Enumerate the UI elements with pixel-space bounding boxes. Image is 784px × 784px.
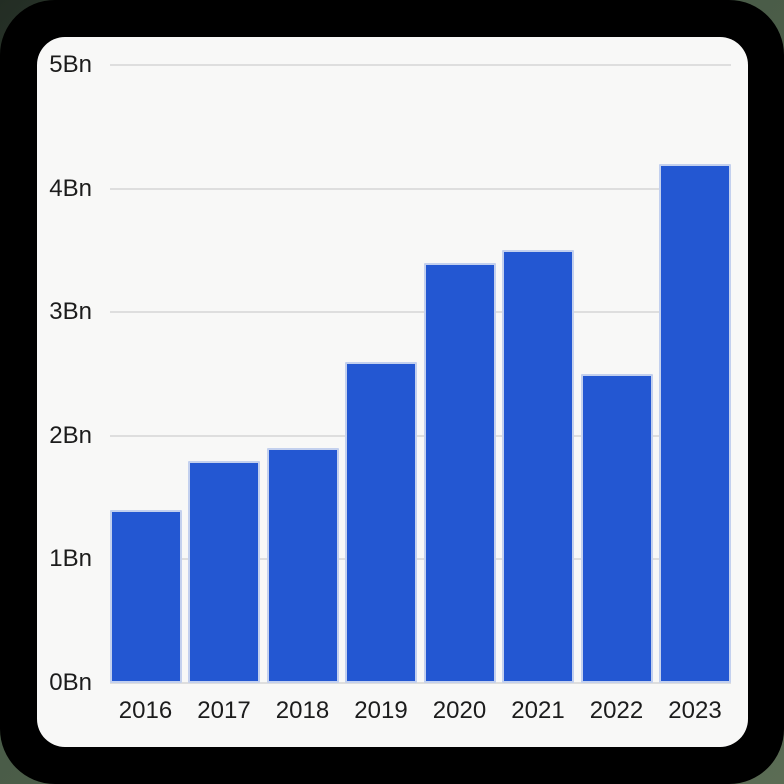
bar-2023[interactable] bbox=[659, 163, 731, 683]
gridline bbox=[110, 558, 731, 561]
chart-card: 0Bn 1Bn 2Bn 3Bn 4Bn 5Bn 2016 2017 2018 2019 2020 20… bbox=[37, 37, 748, 747]
y-axis-tick-label: 5Bn bbox=[49, 51, 92, 78]
bar-2016[interactable] bbox=[109, 509, 182, 683]
gridline bbox=[110, 311, 731, 314]
gridline bbox=[110, 187, 731, 190]
gridline bbox=[110, 64, 731, 66]
bar-2018[interactable] bbox=[266, 448, 339, 683]
x-axis-tick-label: 2020 bbox=[432, 697, 487, 724]
plot-area: 0Bn 1Bn 2Bn 3Bn 4Bn 5Bn 2016 2017 2018 2019 2020 20… bbox=[37, 37, 748, 747]
y-axis-tick-label: 1Bn bbox=[49, 545, 92, 573]
y-axis-tick-label: 4Bn bbox=[49, 174, 92, 202]
bar-2020[interactable] bbox=[423, 262, 496, 683]
bar-2019[interactable] bbox=[345, 361, 417, 683]
bar-2022[interactable] bbox=[580, 374, 653, 683]
gridline bbox=[110, 434, 731, 437]
x-axis-tick-label: 2021 bbox=[511, 697, 565, 724]
x-axis-tick-label: 2019 bbox=[354, 697, 408, 724]
x-axis-tick-label: 2018 bbox=[275, 697, 330, 724]
x-axis-tick-label: 2017 bbox=[197, 697, 251, 724]
bar-2021[interactable] bbox=[502, 250, 574, 683]
bar-2017[interactable] bbox=[188, 460, 260, 683]
y-axis-tick-label: 3Bn bbox=[49, 298, 92, 326]
x-axis-tick-label: 2022 bbox=[589, 697, 644, 724]
x-axis-tick-label: 2023 bbox=[668, 697, 722, 724]
y-axis-tick-label: 2Bn bbox=[49, 421, 92, 449]
x-axis-tick-label: 2016 bbox=[118, 697, 173, 724]
y-axis-tick-label: 0Bn bbox=[49, 669, 92, 696]
gridline bbox=[110, 682, 731, 684]
